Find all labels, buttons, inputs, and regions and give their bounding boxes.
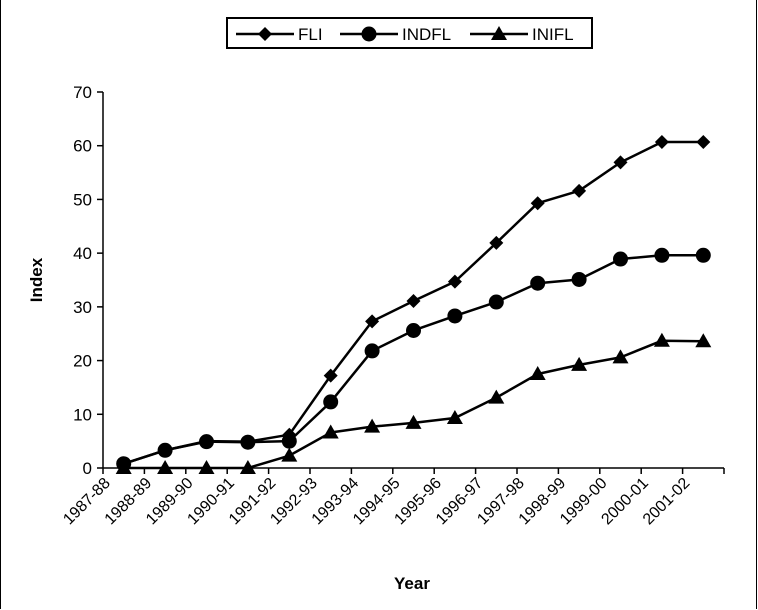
data-point-indfl	[240, 434, 256, 450]
series-inifl	[115, 332, 712, 474]
data-point-indfl	[157, 442, 173, 458]
data-point-inifl	[653, 332, 670, 347]
circle-marker-icon	[361, 26, 377, 42]
data-point-inifl	[405, 414, 422, 429]
legend-label-indfl: INDFL	[402, 25, 451, 44]
y-tick-label: 70	[73, 83, 92, 102]
data-point-fli	[572, 183, 587, 198]
data-point-inifl	[239, 460, 256, 474]
triangle-marker-icon	[491, 26, 507, 40]
data-point-fli	[406, 293, 421, 308]
data-point-fli	[323, 368, 338, 383]
data-point-inifl	[695, 333, 712, 348]
data-point-inifl	[157, 460, 174, 474]
legend-item-fli: FLI	[236, 25, 323, 44]
x-axis-title: Year	[394, 574, 430, 593]
data-point-indfl	[406, 322, 421, 338]
data-point-indfl	[613, 251, 628, 267]
data-point-fli	[530, 196, 545, 211]
data-point-indfl	[281, 433, 297, 449]
data-point-inifl	[529, 366, 546, 380]
data-point-fli	[489, 235, 504, 250]
y-axis-title: Index	[27, 257, 46, 302]
diamond-marker-icon	[258, 27, 272, 41]
data-point-indfl	[447, 308, 463, 324]
series-indfl	[116, 247, 711, 472]
y-tick-label: 50	[73, 190, 92, 209]
legend: FLI INDFL INIFL	[226, 17, 593, 49]
data-point-fli	[613, 155, 628, 170]
data-point-indfl	[571, 271, 587, 287]
data-point-inifl	[571, 356, 588, 371]
data-point-fli	[696, 134, 711, 149]
data-point-inifl	[115, 460, 132, 474]
series-layer	[115, 134, 712, 474]
y-axis-ticks: 0 10 20 30 40 50 60 70	[73, 83, 103, 478]
data-point-inifl	[281, 447, 298, 462]
data-point-fli	[654, 134, 669, 149]
y-tick-label: 0	[83, 459, 92, 478]
data-point-indfl	[695, 247, 711, 263]
data-point-fli	[447, 274, 462, 289]
y-tick-label: 30	[73, 298, 92, 317]
legend-item-indfl: INDFL	[340, 25, 451, 44]
legend-label-fli: FLI	[298, 25, 323, 44]
data-point-indfl	[530, 275, 546, 291]
data-point-indfl	[199, 434, 214, 450]
data-point-inifl	[446, 410, 463, 425]
y-tick-label: 20	[73, 352, 92, 371]
data-point-indfl	[323, 394, 339, 410]
data-point-inifl	[612, 349, 629, 364]
data-point-indfl	[488, 294, 504, 310]
legend-label-inifl: INIFL	[532, 25, 574, 44]
data-point-inifl	[322, 424, 339, 439]
y-tick-label: 60	[73, 137, 92, 156]
x-axis-ticks: 1987-881988-891989-901990-911991-921992-…	[60, 468, 725, 528]
data-point-indfl	[364, 343, 380, 359]
data-point-indfl	[654, 247, 670, 263]
data-point-inifl	[364, 418, 381, 433]
data-point-inifl	[198, 460, 215, 474]
y-tick-label: 10	[73, 405, 92, 424]
data-point-fli	[365, 314, 380, 329]
legend-item-inifl: INIFL	[470, 25, 574, 44]
data-point-inifl	[488, 389, 505, 404]
y-tick-label: 40	[73, 244, 92, 263]
